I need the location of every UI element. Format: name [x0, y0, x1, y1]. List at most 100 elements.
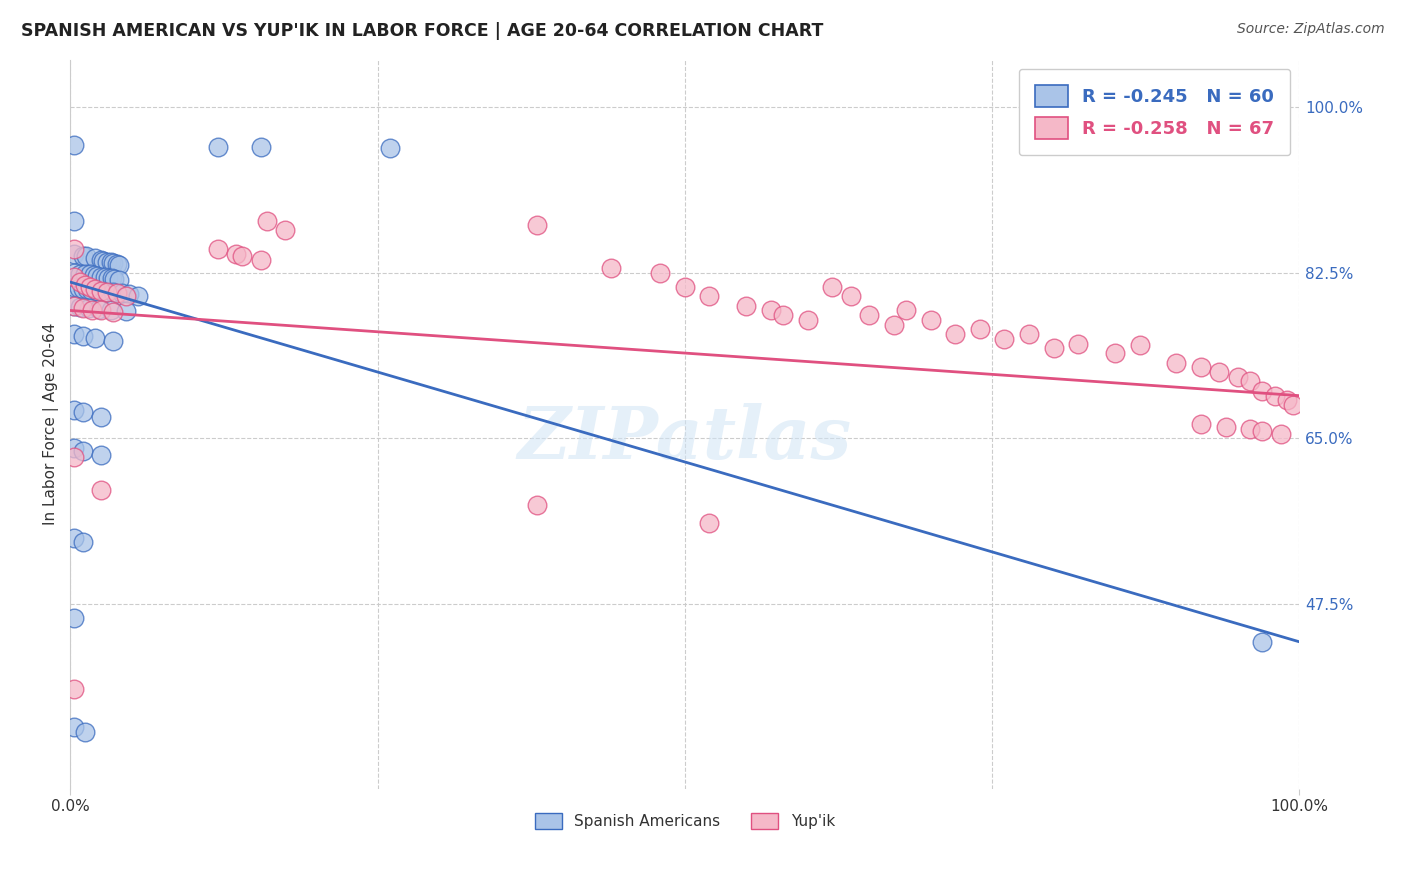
Point [274, 223, 297, 237]
Point [1104, 346, 1126, 360]
Point [63, 137, 86, 152]
Point [1042, 342, 1064, 356]
Point [249, 139, 271, 153]
Point [72, 282, 94, 296]
Point [883, 318, 905, 332]
Point [1128, 338, 1150, 352]
Point [93, 254, 115, 268]
Point [526, 219, 548, 233]
Point [63, 327, 86, 342]
Point [111, 286, 134, 301]
Point [249, 253, 271, 268]
Point [63, 531, 86, 545]
Point [858, 308, 880, 322]
Point [526, 498, 548, 512]
Point [256, 213, 278, 227]
Point [79, 280, 101, 294]
Point [699, 289, 721, 303]
Point [993, 332, 1015, 346]
Legend: Spanish Americans, Yup'ik: Spanish Americans, Yup'ik [529, 807, 841, 836]
Point [90, 253, 112, 268]
Point [114, 289, 136, 303]
Y-axis label: In Labor Force | Age 20-64: In Labor Force | Age 20-64 [44, 323, 59, 525]
Point [796, 313, 818, 327]
Point [103, 272, 125, 286]
Point [63, 402, 86, 417]
Point [1189, 360, 1212, 375]
Point [90, 483, 112, 498]
Point [83, 268, 105, 283]
Point [821, 280, 844, 294]
Point [83, 252, 105, 266]
Point [600, 260, 623, 275]
Point [378, 141, 401, 155]
Point [1264, 389, 1286, 403]
Point [108, 258, 131, 272]
Point [76, 282, 98, 296]
Point [83, 282, 105, 296]
Point [1018, 327, 1040, 342]
Point [225, 246, 247, 260]
Point [1215, 420, 1237, 434]
Point [63, 682, 86, 697]
Point [920, 313, 942, 327]
Point [63, 611, 86, 625]
Point [67, 281, 90, 295]
Point [69, 300, 91, 314]
Point [63, 441, 86, 455]
Point [75, 248, 97, 262]
Point [1166, 355, 1188, 369]
Point [63, 450, 86, 465]
Point [100, 302, 122, 317]
Point [735, 299, 758, 313]
Point [1208, 365, 1230, 379]
Point [673, 280, 696, 294]
Point [96, 285, 118, 300]
Point [90, 270, 112, 285]
Point [231, 248, 253, 262]
Point [103, 334, 125, 348]
Point [650, 266, 672, 280]
Point [127, 289, 149, 303]
Point [103, 305, 125, 319]
Point [93, 285, 115, 299]
Point [63, 720, 86, 734]
Point [90, 448, 112, 462]
Point [1067, 336, 1090, 351]
Point [699, 516, 721, 531]
Point [69, 275, 91, 289]
Point [103, 285, 125, 300]
Text: ZIPatlas: ZIPatlas [517, 403, 852, 475]
Point [1251, 384, 1274, 398]
Point [101, 271, 124, 285]
Point [943, 327, 966, 342]
Point [1251, 635, 1274, 649]
Point [114, 304, 136, 318]
Point [63, 270, 86, 285]
Point [105, 257, 128, 271]
Point [80, 283, 103, 297]
Point [894, 303, 917, 318]
Point [86, 269, 108, 284]
Point [72, 301, 94, 315]
Point [100, 255, 122, 269]
Point [207, 139, 229, 153]
Point [759, 303, 782, 318]
Point [73, 268, 96, 282]
Point [103, 256, 125, 270]
Point [1226, 369, 1249, 384]
Point [97, 271, 120, 285]
Point [90, 303, 112, 318]
Point [72, 405, 94, 419]
Point [93, 270, 115, 285]
Point [772, 308, 794, 322]
Point [63, 246, 86, 260]
Point [86, 284, 108, 298]
Point [1239, 375, 1261, 389]
Point [82, 302, 104, 317]
Point [1282, 398, 1305, 412]
Point [73, 724, 96, 739]
Point [90, 410, 112, 425]
Point [1189, 417, 1212, 431]
Point [72, 535, 94, 549]
